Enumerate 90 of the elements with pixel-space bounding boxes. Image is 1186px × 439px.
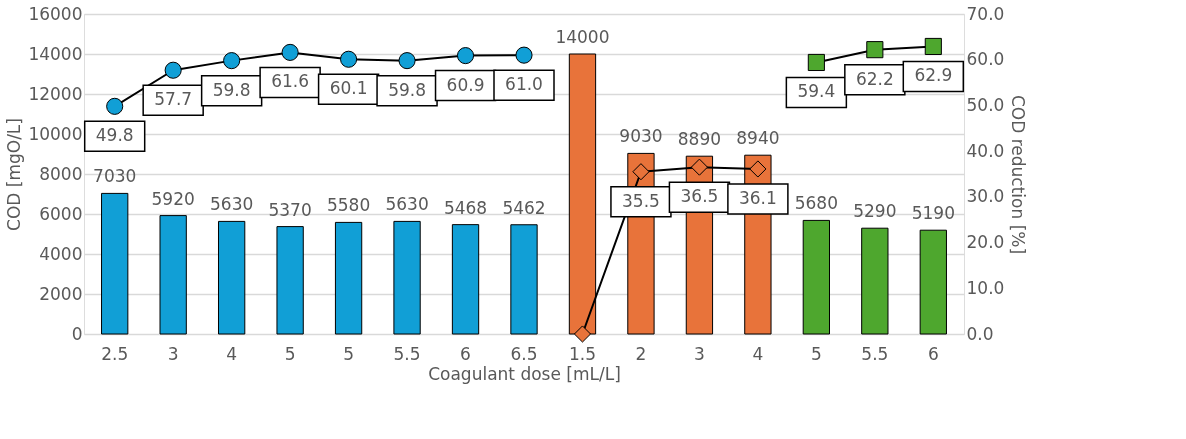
y-tick-label: 0	[71, 323, 83, 344]
data-label: 5468	[443, 197, 488, 218]
x-tick-label: 6	[927, 343, 939, 364]
x-axis-title: Coagulant dose [mL/L]	[428, 363, 621, 384]
data-label: 60.9	[446, 74, 485, 95]
data-label: 5630	[385, 194, 429, 215]
x-tick-label: 3	[694, 343, 705, 364]
x-tick-label: 4	[226, 343, 238, 364]
data-label: 60.1	[329, 78, 368, 99]
y2-tick-label: 70.0	[966, 3, 1005, 24]
bar	[861, 227, 889, 335]
x-tick-label: 6.5	[510, 343, 538, 364]
point	[924, 37, 942, 56]
point	[807, 53, 825, 72]
data-label: 57.7	[154, 89, 193, 110]
y-tick-label: 2000	[39, 283, 83, 304]
data-label: 59.8	[212, 79, 251, 100]
point	[749, 160, 767, 178]
bar	[334, 221, 363, 335]
point	[573, 325, 592, 343]
bar	[510, 224, 538, 335]
point	[632, 163, 650, 181]
data-label: 62.2	[855, 68, 894, 89]
data-label: 36.5	[680, 186, 719, 207]
data-label: 5580	[326, 195, 371, 216]
y-tick-label: 16000	[28, 3, 83, 24]
point	[164, 61, 182, 79]
point	[398, 52, 416, 70]
y2-tick-label: 30.0	[966, 186, 1005, 207]
bar	[919, 229, 947, 335]
y2-tick-label: 10.0	[966, 277, 1005, 298]
data-label: 14000	[555, 27, 610, 47]
data-label: 5920	[151, 188, 195, 209]
data-label: 9030	[619, 126, 663, 147]
x-tick-label: 1.5	[568, 343, 596, 364]
data-label: 5462	[502, 197, 546, 218]
y2-axis-title: COD reduction [%]	[1008, 94, 1029, 255]
data-label: 36.1	[738, 187, 777, 208]
bar	[802, 219, 831, 335]
x-tick-label: 4	[752, 343, 764, 364]
data-label: 35.5	[622, 190, 660, 211]
x-tick-label: 5.5	[393, 343, 421, 364]
bar	[217, 220, 246, 335]
bar	[393, 220, 421, 335]
data-label: 5190	[911, 203, 955, 224]
data-label: 49.8	[95, 125, 134, 146]
y-tick-label: 14000	[28, 43, 83, 64]
y-tick-label: 10000	[28, 123, 83, 144]
bar	[101, 192, 129, 335]
data-label: 7030	[93, 166, 137, 187]
x-tick-label: 5	[810, 343, 822, 364]
data-label: 62.9	[914, 65, 953, 86]
data-label: 8890	[677, 129, 722, 150]
x-tick-label: 2	[635, 343, 647, 364]
point	[281, 43, 299, 61]
x-tick-label: 2.5	[101, 343, 129, 364]
x-tick-label: 6	[460, 343, 471, 364]
data-label: 8940	[736, 128, 780, 149]
y2-tick-label: 20.0	[966, 232, 1005, 253]
point	[866, 41, 884, 59]
y2-tick-label: 40.0	[966, 140, 1005, 161]
y-tick-label: 6000	[39, 203, 83, 224]
point	[106, 97, 124, 115]
point	[340, 50, 358, 68]
point	[690, 158, 708, 176]
point	[223, 52, 241, 70]
data-label: 5290	[853, 201, 897, 222]
data-label: 5630	[210, 194, 254, 215]
x-tick-label: 5	[284, 343, 296, 364]
x-tick-label: 5	[343, 343, 354, 364]
y-tick-label: 4000	[39, 243, 83, 264]
point	[456, 47, 475, 65]
bar	[276, 226, 304, 335]
data-label: 61.0	[505, 74, 543, 95]
data-label: 61.6	[271, 71, 310, 92]
data-label: 59.8	[388, 79, 426, 100]
data-label: 5370	[268, 199, 312, 220]
y2-tick-label: 60.0	[966, 49, 1005, 70]
y-tick-label: 8000	[39, 163, 83, 184]
x-tick-label: 3	[167, 343, 179, 364]
y-axis-title: COD [mgO/L]	[4, 118, 25, 231]
data-label: 59.4	[797, 81, 836, 102]
bar	[159, 215, 187, 335]
x-tick-label: 5.5	[861, 343, 889, 364]
y2-tick-label: 50.0	[966, 94, 1005, 115]
data-label: 5680	[794, 193, 838, 214]
bar	[451, 224, 480, 335]
point	[515, 46, 533, 64]
y-tick-label: 12000	[28, 83, 83, 104]
y2-tick-label: 0.0	[966, 323, 994, 344]
